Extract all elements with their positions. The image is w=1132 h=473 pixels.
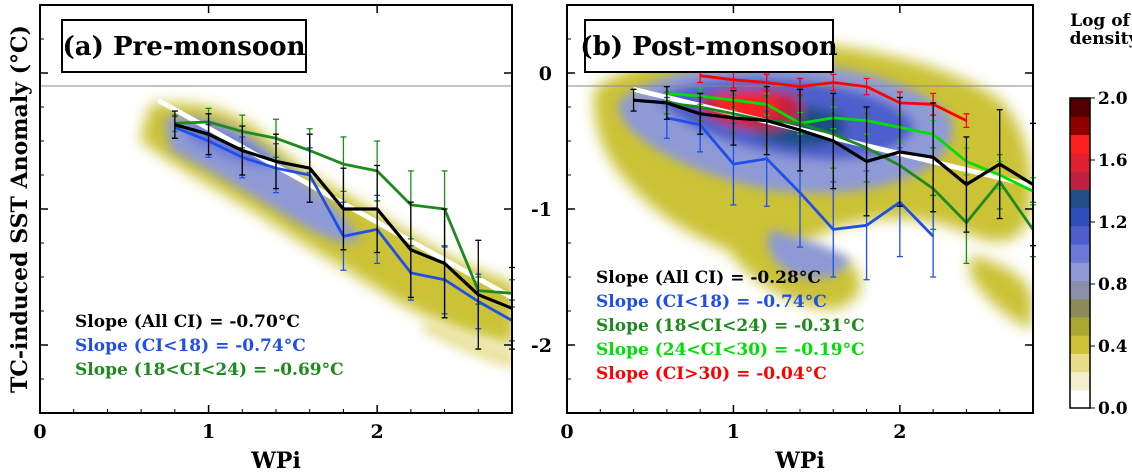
series-line-ci_24_30: [666, 92, 1034, 193]
colorbar-band: [1070, 170, 1090, 190]
colorbar-bands: [1070, 98, 1090, 409]
series-line-ci_gt_30: [699, 74, 968, 122]
slope-label-ci_18_24: Slope (18<CI<24) = -0.69°C: [75, 360, 344, 380]
axes-ticks-b: 0 1 2 0 -1 -2: [531, 5, 1033, 443]
colorbar-band: [1070, 116, 1090, 136]
panel-title-a: (a) Pre-monsoon: [62, 32, 305, 62]
x-tick-label: 1: [202, 421, 215, 443]
series-line-ci_18_24: [174, 120, 513, 295]
colorbar-tick-label: 2.0: [1098, 89, 1128, 109]
colorbar-band: [1070, 152, 1090, 172]
slope-label-ci_18_24: Slope (18<CI<24) = -0.31°C: [596, 316, 865, 336]
colorbar-band: [1070, 280, 1090, 300]
y-axis-label: TC-induced SST Anomaly (°C): [7, 25, 33, 393]
colorbar-frame: [1069, 97, 1091, 409]
slope-labels-a: Slope (All CI) = -0.70°C Slope (CI<18) = …: [75, 312, 344, 380]
colorbar: Log of density 2.0 1.6 1.2 0.8 0.4 0.0: [1069, 11, 1132, 419]
x-axis-label-a: WPi: [250, 448, 301, 473]
panel-title-box-a: [61, 19, 307, 73]
series-line-all: [633, 98, 1034, 187]
slope-label-ci_gt_30: Slope (CI>30) = -0.04°C: [596, 364, 827, 384]
x-tick-label: 2: [371, 421, 384, 443]
slope-label-all: Slope (All CI) = -0.28°C: [596, 268, 821, 288]
colorbar-title-line-1: Log of: [1070, 11, 1131, 31]
y-tick-label: -1: [531, 199, 552, 221]
colorbar-band: [1070, 298, 1090, 318]
colorbar-band: [1070, 189, 1090, 209]
panel-b: 0 1 2 0 -1 -2 (b) Post-monsoon WPi Slope (All…: [531, 4, 1036, 473]
colorbar-band: [1070, 353, 1090, 373]
plot-area-a: [156, 98, 515, 350]
series-line-all: [174, 123, 513, 310]
x-tick-label: 2: [893, 421, 906, 443]
colorbar-tick-label: 0.4: [1098, 337, 1128, 357]
panel-title-box-b: [584, 19, 834, 73]
colorbar-band: [1070, 225, 1090, 245]
colorbar-tick-label: 0.0: [1098, 399, 1128, 419]
x-tick-label: 0: [33, 421, 46, 443]
series-line-ci_lt_18: [666, 116, 935, 238]
colorbar-band: [1070, 335, 1090, 354]
colorbar-ticks: 2.0 1.6 1.2 0.8 0.4 0.0: [1090, 89, 1128, 419]
colorbar-band: [1070, 207, 1090, 227]
slope-label-ci_lt_18: Slope (CI<18) = -0.74°C: [75, 336, 306, 356]
colorbar-band: [1070, 316, 1090, 336]
panel-a: 0 1 2 (a) Pre-monsoon WPi Slope (All CI) =…: [33, 4, 515, 473]
series-ci_gt_30-b: [697, 68, 970, 129]
slope-label-all: Slope (All CI) = -0.70°C: [75, 312, 300, 332]
colorbar-tick-label: 1.6: [1098, 151, 1128, 171]
y-tick-label: -2: [531, 335, 552, 357]
x-tick-label: 0: [560, 421, 573, 443]
colorbar-band: [1070, 262, 1090, 281]
plot-area-b: [630, 68, 1036, 281]
colorbar-band: [1070, 134, 1090, 154]
slope-labels-b: Slope (All CI) = -0.28°C Slope (CI<18) = …: [596, 268, 865, 384]
series-all-b: [630, 85, 1036, 247]
panel-title-b: (b) Post-monsoon: [580, 32, 838, 62]
x-axis-label-b: WPi: [774, 448, 825, 473]
colorbar-band: [1070, 98, 1090, 117]
colorbar-band: [1070, 243, 1090, 263]
slope-label-ci_lt_18: Slope (CI<18) = -0.74°C: [596, 292, 827, 312]
colorbar-tick-label: 1.2: [1098, 213, 1128, 233]
axes-ticks-a: 0 1 2: [33, 5, 512, 443]
colorbar-band: [1070, 371, 1090, 391]
x-tick-label: 1: [727, 421, 740, 443]
colorbar-band: [1070, 389, 1090, 409]
slope-label-ci_24_30: Slope (24<CI<30) = -0.19°C: [596, 340, 865, 360]
series-line-ci_18_24: [666, 101, 1035, 231]
density-field-a: [140, 103, 512, 370]
y-tick-label: 0: [539, 63, 552, 85]
colorbar-title-line-2: density: [1070, 29, 1132, 49]
colorbar-tick-label: 0.8: [1098, 275, 1128, 295]
